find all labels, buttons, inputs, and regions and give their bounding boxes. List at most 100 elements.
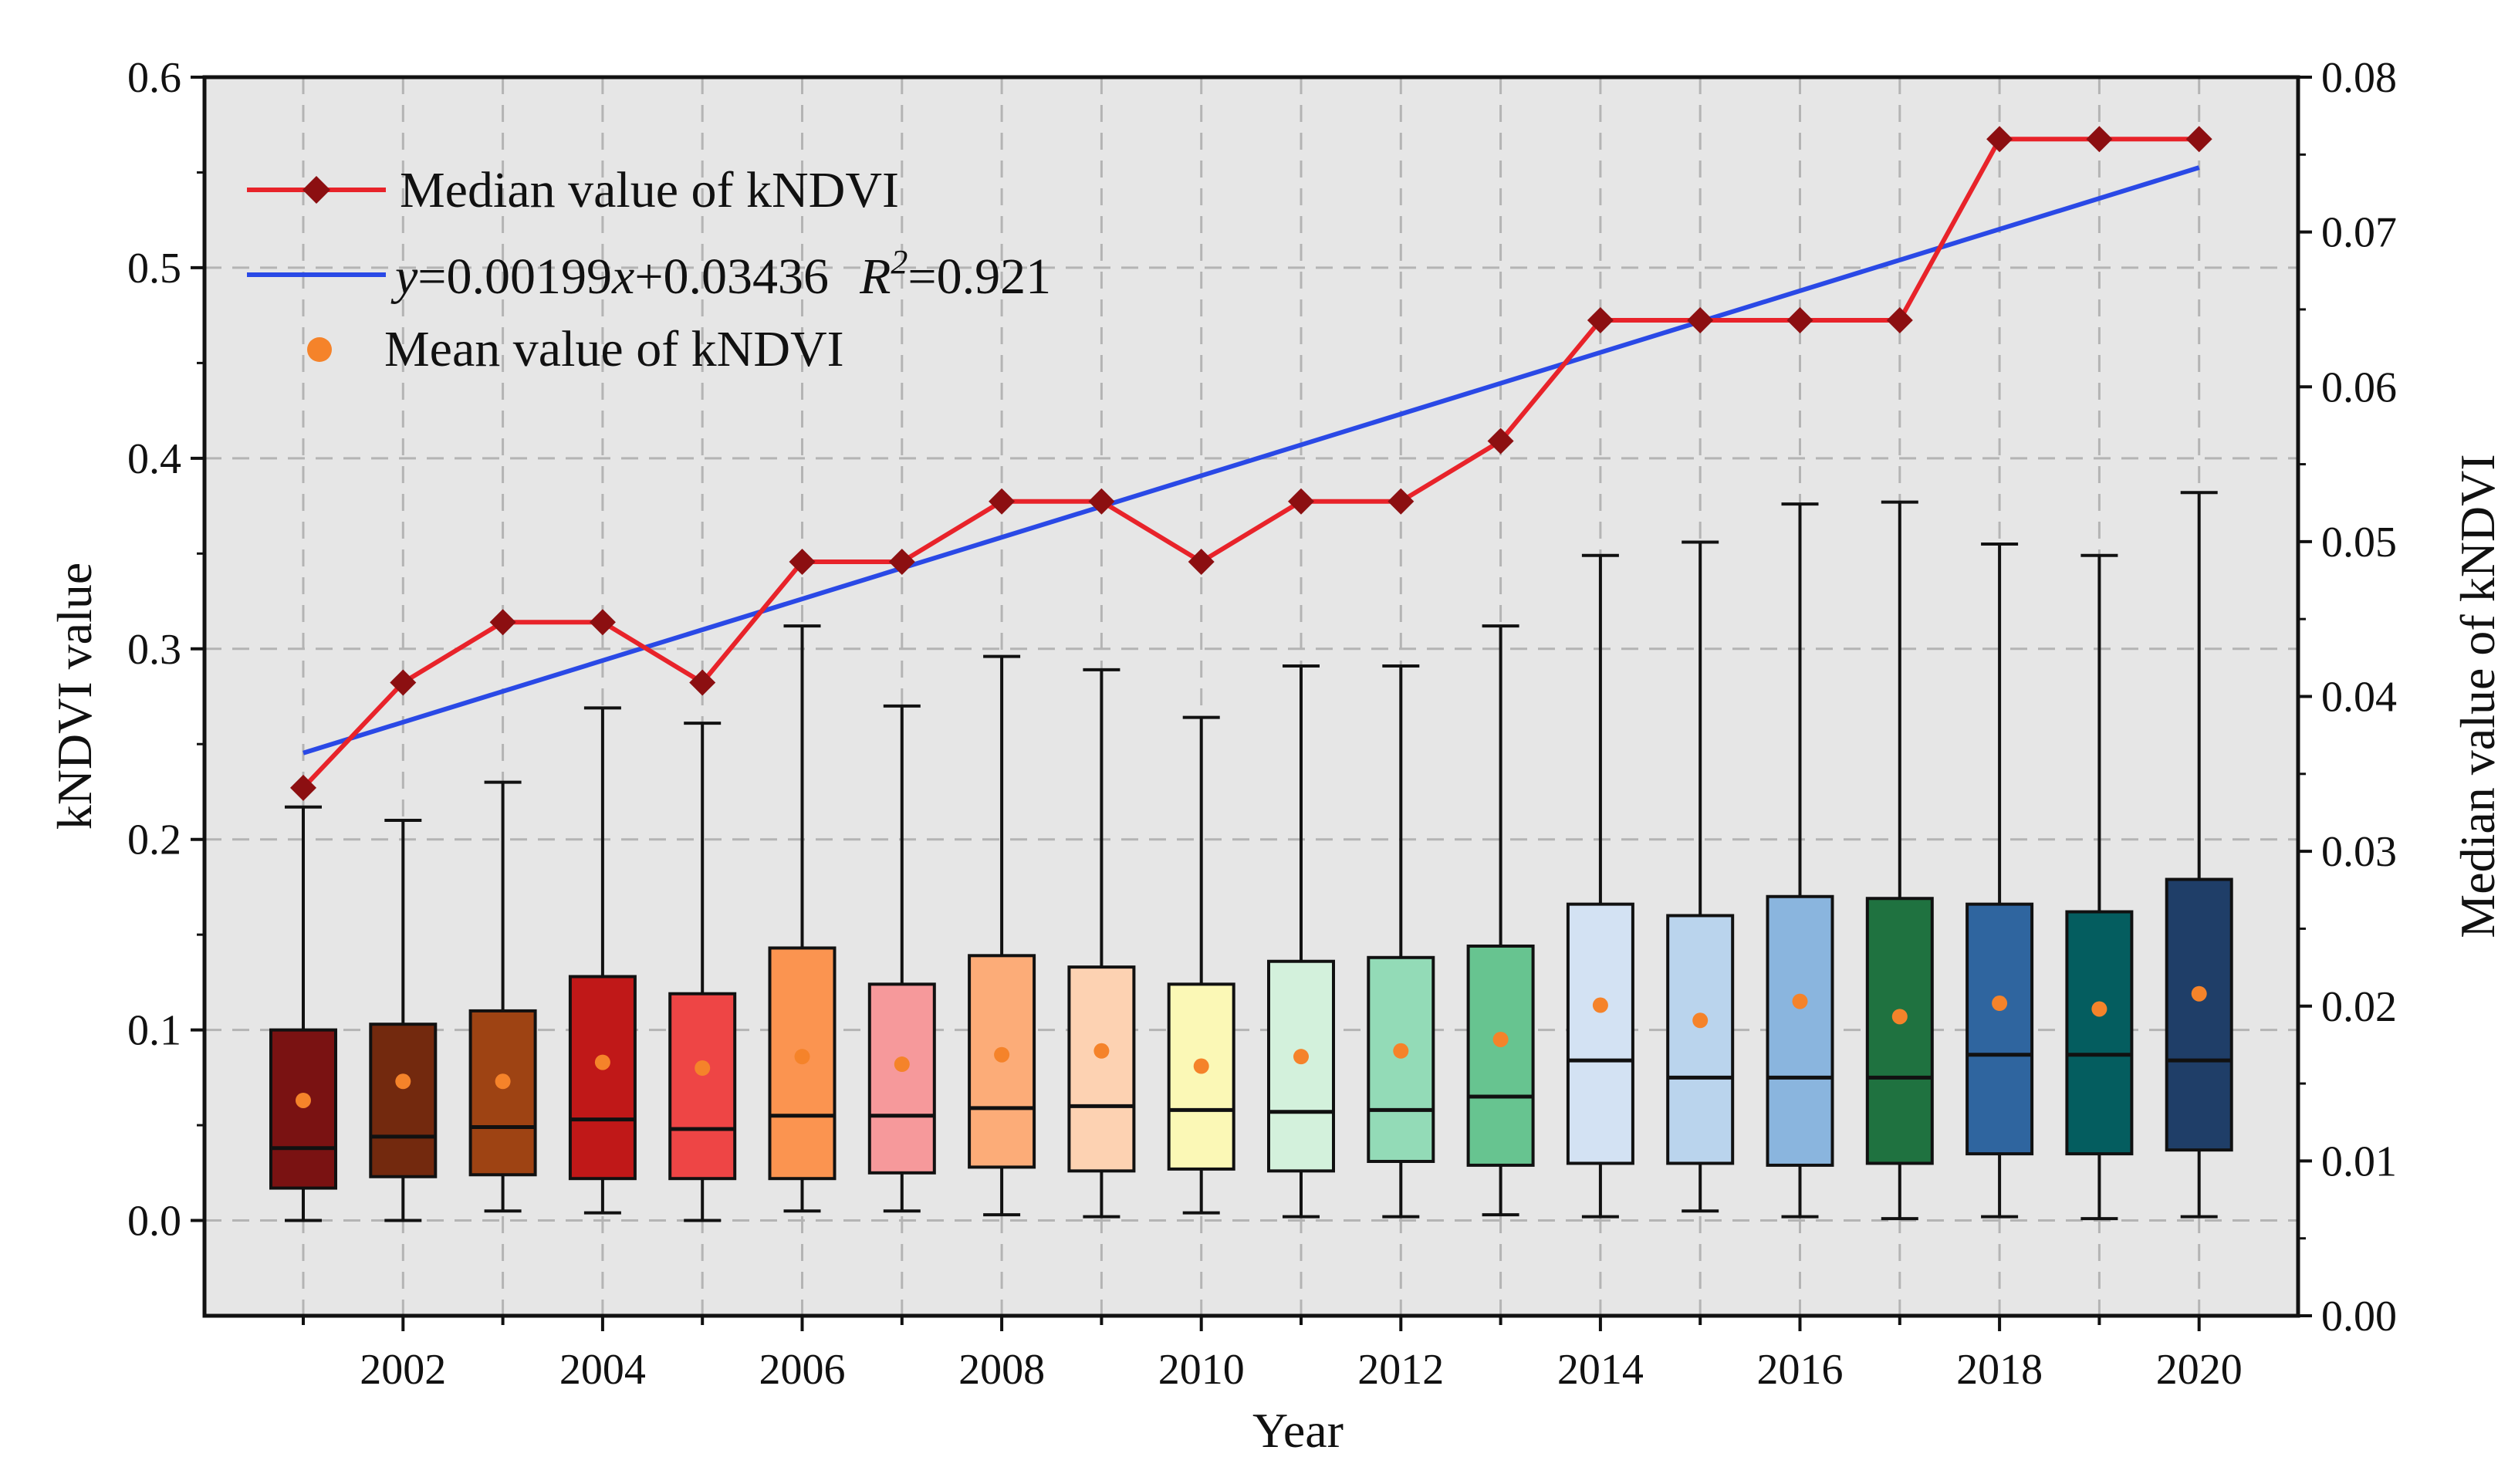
boxplot-2008 [968, 654, 1036, 1217]
boxplot-2009 [1067, 668, 1136, 1219]
box-iqr [1865, 897, 1934, 1165]
mean-dot [994, 1046, 1010, 1063]
legend-fit-x: x [611, 248, 634, 305]
boxplot-2010 [1167, 715, 1235, 1215]
boxplot-2011 [1267, 664, 1335, 1219]
mean-dot [1492, 1031, 1509, 1047]
boxplot-2004 [568, 706, 637, 1215]
legend-median-marker [303, 176, 330, 204]
median-marker-2003 [489, 609, 516, 636]
boxplot-2019 [2065, 553, 2134, 1221]
median-marker-2005 [689, 669, 716, 696]
y-tick-label-left: 0.3 [127, 626, 181, 674]
mean-dot [1891, 1009, 1908, 1025]
legend-fit-r-sup: 2 [891, 243, 908, 281]
mean-dot [1992, 996, 2008, 1012]
box-iqr [668, 992, 737, 1181]
boxplot-2018 [1966, 542, 2034, 1219]
mean-dot [1792, 993, 1808, 1009]
box-iqr [2165, 877, 2233, 1152]
mean-dot [594, 1054, 610, 1070]
legend-mean-marker [307, 337, 332, 362]
mean-dot [1692, 1012, 1709, 1029]
y-tick-label-right: 0.07 [2321, 209, 2397, 257]
box-iqr [1466, 944, 1535, 1167]
y-axis-title: kNDVI value [47, 563, 102, 830]
boxplot-2015 [1666, 540, 1735, 1213]
mean-dot [695, 1060, 711, 1076]
median-marker-2006 [789, 548, 816, 575]
mean-dot [395, 1073, 411, 1090]
box-iqr [468, 1009, 537, 1177]
y-tick-label-left: 0.5 [127, 245, 181, 292]
x-tick-label: 2020 [2156, 1346, 2243, 1394]
legend: Median value of kNDVI y=0.00199x+0.03436… [247, 162, 1051, 377]
boxplot-2003 [468, 780, 537, 1213]
boxplot-2002 [369, 819, 438, 1222]
median-marker-2014 [1587, 306, 1614, 333]
boxplots [269, 491, 2233, 1222]
median-and-fit-lines [290, 126, 2212, 801]
plot-background [204, 77, 2298, 1316]
box-iqr [568, 975, 637, 1181]
box-iqr [1666, 914, 1735, 1165]
boxplot-2007 [867, 704, 936, 1213]
mean-dot [894, 1056, 910, 1073]
box-iqr [867, 982, 936, 1175]
y-tick-label-right: 0.02 [2321, 983, 2397, 1031]
boxplot-2016 [1766, 502, 1834, 1219]
mean-dot [1193, 1058, 1209, 1074]
legend-fit-mid: =0.00199 [417, 248, 612, 305]
y-tick-label-left: 0.0 [127, 1198, 181, 1246]
legend-fit-r: R [859, 248, 891, 305]
legend-fit-tail: +0.03436 [634, 248, 829, 305]
x-tick-label: 2016 [1757, 1346, 1844, 1394]
box-iqr [1367, 955, 1435, 1163]
mean-dot [1393, 1043, 1409, 1059]
box-iqr [1067, 965, 1136, 1173]
y-tick-label-right: 0.03 [2321, 828, 2397, 876]
y-tick-label-left: 0.1 [127, 1007, 181, 1055]
median-marker-2017 [1886, 306, 1913, 333]
median-marker-2001 [290, 774, 316, 801]
median-marker-2007 [888, 548, 915, 575]
boxplot-2013 [1466, 624, 1535, 1217]
x-tick-label: 2002 [360, 1346, 446, 1394]
y-tick-label-right: 0.08 [2321, 54, 2397, 102]
boxplot-2020 [2165, 491, 2233, 1219]
median-marker-2018 [1986, 126, 2013, 153]
mean-dot [2191, 985, 2207, 1002]
x-tick-label: 2010 [1158, 1346, 1245, 1394]
x-tick-label: 2006 [759, 1346, 846, 1394]
mean-dot [296, 1092, 311, 1108]
y-tick-label-right: 0.00 [2321, 1293, 2397, 1340]
boxplot-2017 [1865, 500, 1934, 1221]
median-marker-2015 [1687, 306, 1714, 333]
y-axis-right-title: Median value of kNDVI [2450, 454, 2505, 938]
y-tick-label-right: 0.04 [2321, 674, 2397, 722]
boxplot-2006 [768, 624, 837, 1213]
boxplot-2012 [1367, 664, 1435, 1219]
median-marker-2019 [2086, 126, 2113, 153]
median-marker-2009 [1088, 488, 1115, 515]
box-iqr [968, 954, 1036, 1169]
x-tick-label: 2014 [1557, 1346, 1644, 1394]
mean-dot [1293, 1049, 1309, 1065]
y-tick-label-right: 0.01 [2321, 1138, 2397, 1185]
box-iqr [369, 1023, 438, 1178]
mean-dot [1592, 997, 1608, 1013]
boxplot-2001 [269, 805, 337, 1222]
x-tick-label: 2018 [1956, 1346, 2043, 1394]
box-iqr [1966, 902, 2034, 1156]
legend-fit-y: y [390, 248, 418, 305]
x-axis-title: Year [1252, 1403, 1344, 1458]
median-marker-2010 [1188, 548, 1215, 575]
legend-mean-label: Mean value of kNDVI [384, 321, 844, 377]
y-tick-label-left: 0.4 [127, 435, 181, 483]
y-tick-label-left: 0.6 [127, 54, 181, 102]
x-tick-label: 2004 [559, 1346, 646, 1394]
mean-dot [1093, 1043, 1110, 1059]
fit-line [303, 165, 2200, 756]
x-tick-label: 2012 [1357, 1346, 1444, 1394]
